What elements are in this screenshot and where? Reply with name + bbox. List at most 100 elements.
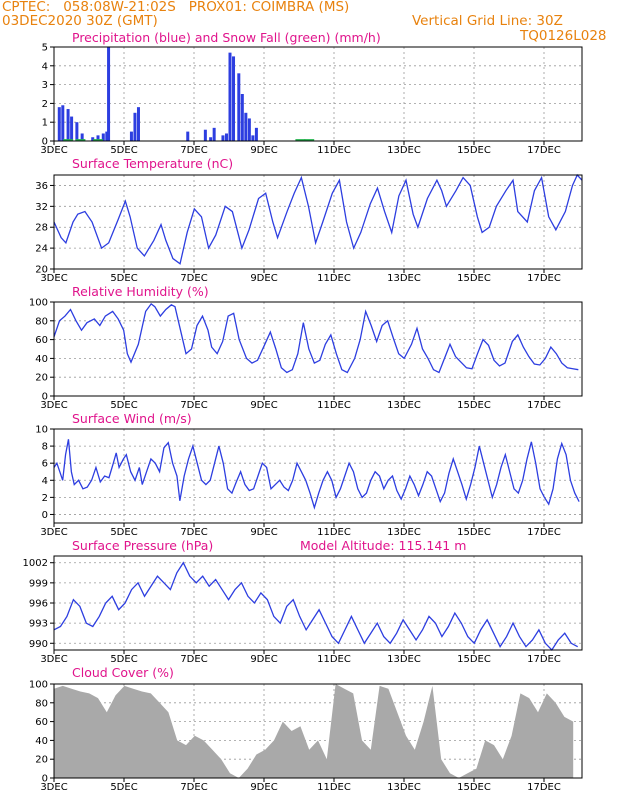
precip-bar: [129, 131, 133, 141]
precip-bar: [75, 122, 79, 141]
y-tick-label: 0: [42, 137, 48, 148]
panel-title: Cloud Cover (%): [72, 665, 174, 680]
y-tick-label: 990: [29, 639, 48, 650]
x-tick-label: 7DEC: [180, 782, 207, 793]
y-tick-label: 996: [29, 599, 48, 610]
panel-1: 0 1 2 3 4 5 3DEC 5DEC 7DEC 9DEC 11DEC 13DEC 15DEC 17D…: [40, 30, 583, 156]
x-tick-label: 9DEC: [250, 145, 277, 156]
x-tick-label: 5DEC: [110, 527, 137, 538]
panel-frame: [53, 428, 583, 524]
precip-bar: [203, 129, 207, 141]
x-tick-label: 17DEC: [527, 527, 561, 538]
y-tick-label: 80: [35, 698, 48, 709]
y-tick-label: 20: [35, 755, 48, 766]
x-tick-label: 9DEC: [250, 782, 277, 793]
series-line: [53, 302, 579, 374]
x-tick-label: 11DEC: [317, 527, 351, 538]
snow-bar: [75, 139, 86, 141]
x-tick-label: 13DEC: [387, 782, 421, 793]
y-tick-label: 4: [42, 476, 48, 487]
snow-bar: [295, 139, 306, 141]
precip-bar: [228, 52, 232, 141]
x-tick-label: 17DEC: [527, 654, 561, 665]
x-tick-label: 15DEC: [457, 654, 491, 665]
y-tick-label: 40: [35, 736, 48, 747]
precip-bar: [247, 118, 251, 141]
y-tick-label: 993: [29, 619, 48, 630]
header-date: 03DEC2020 30Z (GMT): [2, 13, 158, 29]
x-tick-label: 17DEC: [527, 145, 561, 156]
x-tick-label: 11DEC: [317, 782, 351, 793]
x-tick-label: 11DEC: [317, 400, 351, 411]
precip-bar: [61, 105, 65, 141]
panel-2: 20 24 28 32 36 3DEC 5DEC 7DEC 9DEC 11DEC 13DEC 15DE…: [35, 156, 583, 284]
panel-title: Surface Wind (m/s): [72, 411, 192, 426]
x-tick-label: 9DEC: [250, 527, 277, 538]
y-tick-label: 4: [42, 61, 48, 72]
cloud-area: [54, 684, 574, 778]
panel-title: Surface Pressure (hPa): [72, 538, 213, 553]
precip-bar: [101, 133, 105, 141]
x-tick-label: 9DEC: [250, 273, 277, 284]
panel-4: 0 2 4 6 8 10 3DEC 5DEC 7DEC 9DEC 11DEC 13DEC 15DEC 17…: [35, 411, 583, 538]
x-tick-label: 3DEC: [40, 273, 67, 284]
snow-bar: [93, 139, 103, 141]
panel-frame: [53, 683, 583, 779]
precip-bar: [96, 135, 100, 141]
series-line: [53, 173, 583, 265]
precip-bar: [133, 112, 137, 141]
y-tick-label: 40: [35, 354, 48, 365]
x-tick-label: 13DEC: [387, 145, 421, 156]
y-tick-label: 100: [29, 680, 48, 691]
y-tick-label: 20: [35, 373, 48, 384]
precip-bar: [105, 131, 109, 141]
panel-6: 0 20 40 60 80 100 3DEC 5DEC 7DEC 9DEC 11DEC 13DEC 15…: [29, 665, 583, 793]
x-tick-label: 11DEC: [317, 273, 351, 284]
x-tick-label: 15DEC: [457, 273, 491, 284]
x-tick-label: 13DEC: [387, 273, 421, 284]
y-tick-label: 8: [42, 442, 48, 453]
precip-bar: [232, 56, 236, 141]
x-tick-label: 13DEC: [387, 400, 421, 411]
x-tick-label: 15DEC: [457, 527, 491, 538]
x-tick-label: 3DEC: [40, 527, 67, 538]
x-tick-label: 7DEC: [180, 654, 207, 665]
header-grid-line: Vertical Grid Line: 30Z: [412, 13, 563, 29]
x-tick-label: 11DEC: [317, 145, 351, 156]
panel-5: 990 993 996 999 1002 3DEC 5DEC 7DEC 9DEC 11DEC 13D…: [23, 538, 583, 665]
precip-bar: [136, 107, 140, 141]
y-tick-label: 20: [35, 265, 48, 276]
y-tick-label: 10: [35, 425, 48, 436]
y-tick-label: 0: [42, 510, 48, 521]
x-tick-label: 15DEC: [457, 782, 491, 793]
panel-frame: [53, 555, 583, 651]
precip-bar: [240, 94, 244, 141]
x-tick-label: 5DEC: [110, 273, 137, 284]
y-tick-label: 5: [42, 43, 48, 54]
y-tick-label: 6: [42, 459, 48, 470]
x-tick-label: 7DEC: [180, 145, 207, 156]
y-tick-label: 3: [42, 80, 48, 91]
x-tick-label: 3DEC: [40, 145, 67, 156]
snow-bar: [304, 139, 315, 141]
y-tick-label: 60: [35, 335, 48, 346]
precip-bar: [107, 47, 111, 141]
precip-bar: [186, 131, 190, 141]
y-tick-label: 2: [42, 99, 48, 110]
x-tick-label: 5DEC: [110, 145, 137, 156]
panel-frame: [53, 174, 583, 270]
panel-title: Surface Temperature (nC): [72, 156, 233, 171]
x-tick-label: 5DEC: [110, 782, 137, 793]
x-tick-label: 5DEC: [110, 400, 137, 411]
precip-bar: [57, 107, 61, 141]
panel-frame: [53, 301, 583, 397]
y-tick-label: 999: [29, 578, 48, 589]
x-tick-label: 5DEC: [110, 654, 137, 665]
x-tick-label: 17DEC: [527, 782, 561, 793]
precip-bar: [209, 137, 213, 141]
y-tick-label: 0: [42, 774, 48, 785]
panel-frame: [53, 46, 583, 142]
snow-bar: [63, 139, 74, 141]
y-tick-label: 80: [35, 316, 48, 327]
